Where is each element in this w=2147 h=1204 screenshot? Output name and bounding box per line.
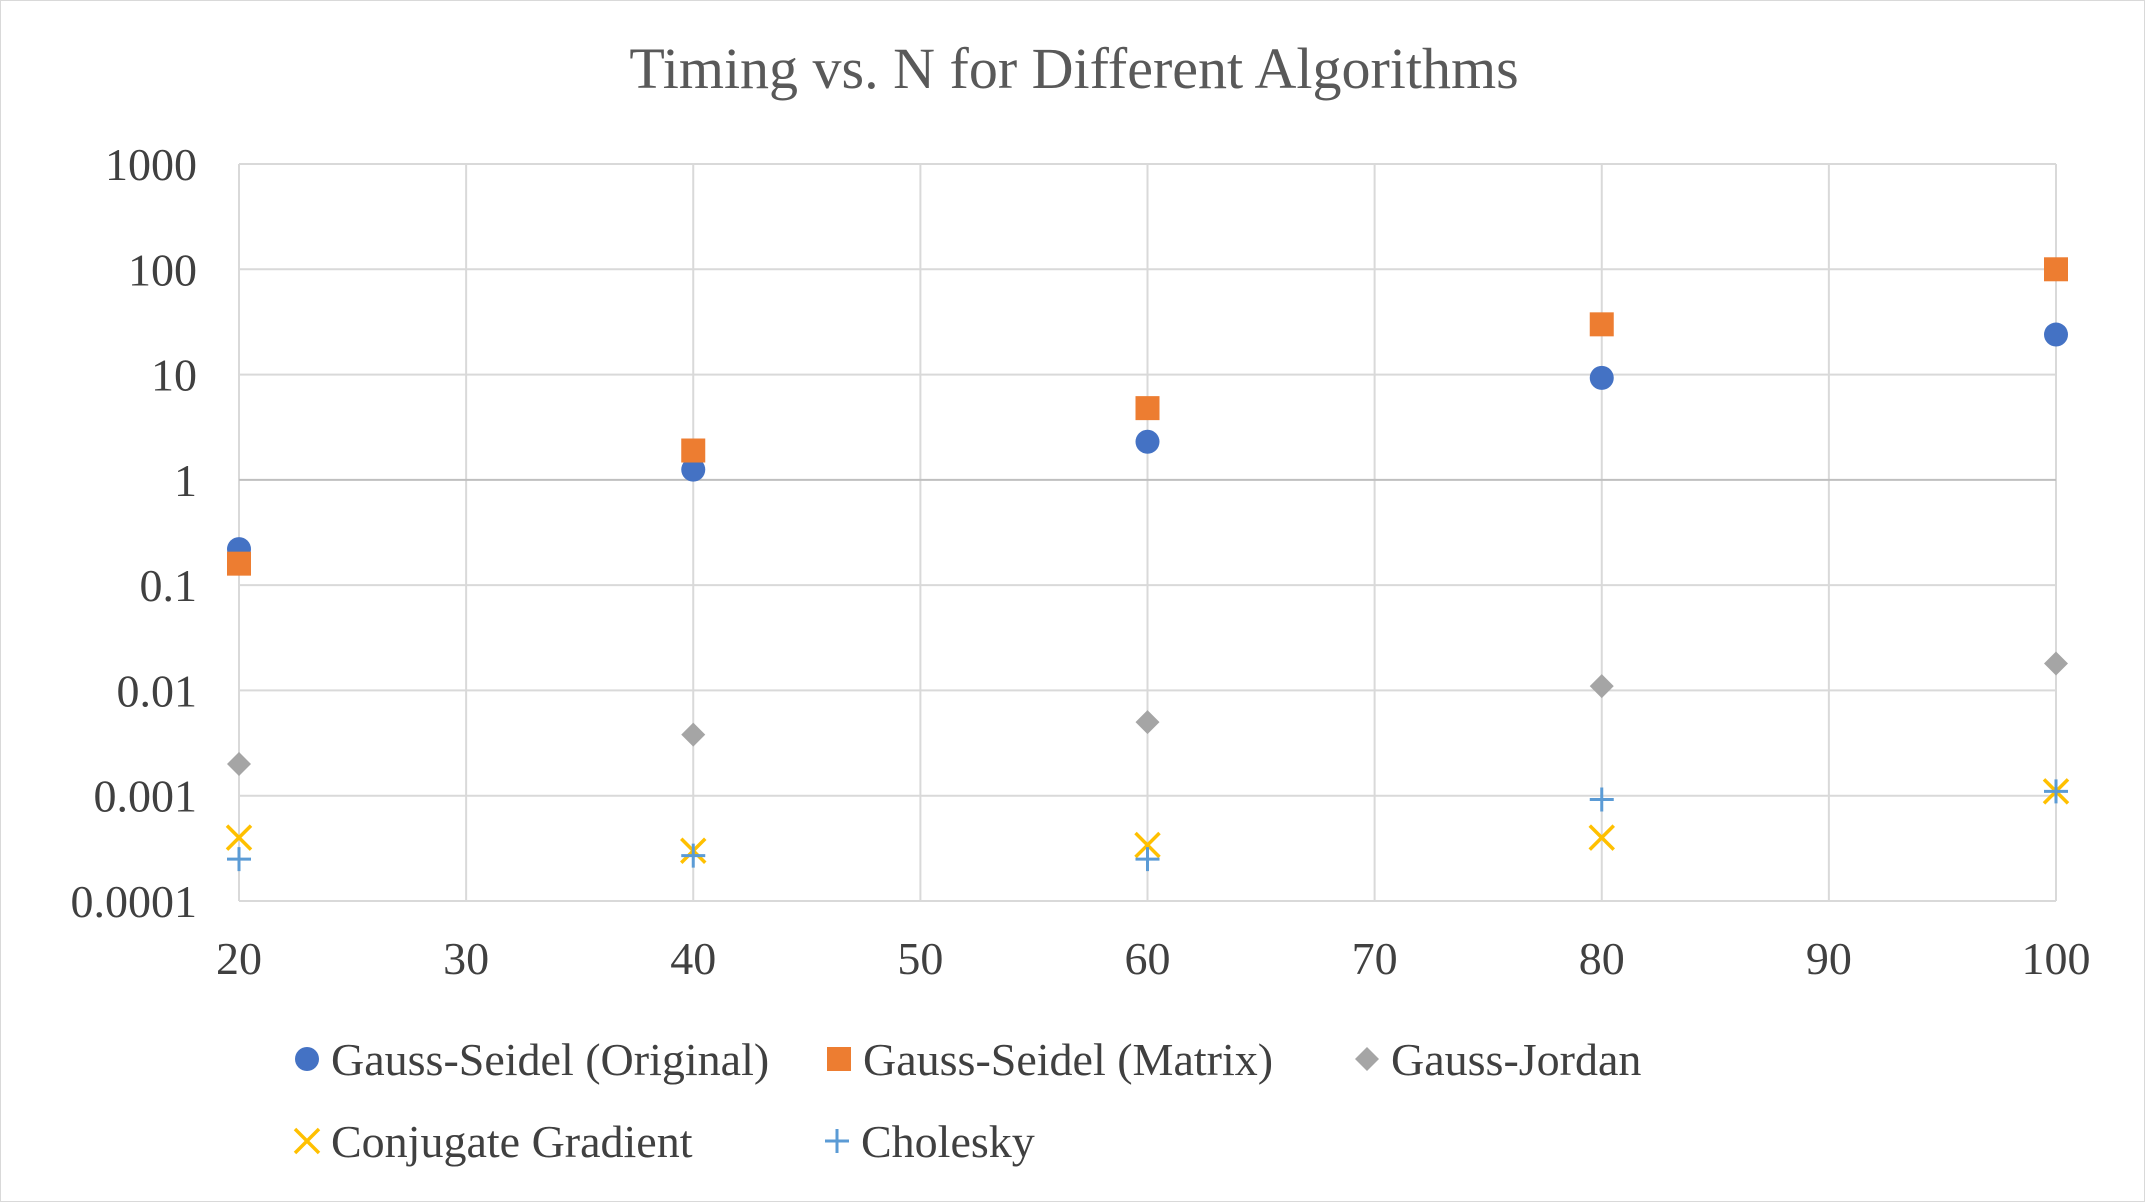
data-point	[227, 551, 251, 576]
y-tick-labels: 1000 100 10 1 0.1 0.01 0.001 0.0001	[71, 139, 198, 927]
data-point	[1135, 429, 1160, 454]
legend-item: Gauss-Seidel (Matrix)	[827, 1034, 1273, 1085]
data-point	[681, 843, 706, 868]
data-point	[1135, 847, 1160, 872]
legend: Gauss-Seidel (Original) Gauss-Seidel (Mat…	[293, 1034, 1641, 1167]
data-point	[1589, 365, 1614, 390]
legend-marker	[825, 1129, 849, 1153]
x-tick-label: 40	[670, 933, 716, 984]
series-2	[227, 651, 2068, 777]
data-point	[2044, 779, 2068, 804]
y-tick-label: 0.01	[117, 665, 198, 716]
data-point	[1589, 787, 1614, 812]
x-tick-label: 80	[1579, 933, 1625, 984]
x-tick-labels: 20 30 40 50 60 70 80 90 100	[216, 933, 2091, 984]
legend-marker	[295, 1047, 319, 1071]
y-tick-label: 0.0001	[71, 876, 198, 927]
legend-label: Gauss-Seidel (Matrix)	[863, 1034, 1273, 1085]
x-tick-label: 90	[1806, 933, 1852, 984]
y-tick-label: 1000	[105, 139, 197, 190]
data-point	[2044, 322, 2068, 347]
data-point	[681, 457, 706, 482]
legend-marker	[827, 1047, 851, 1071]
y-tick-label: 0.1	[140, 560, 198, 611]
x-tick-label: 70	[1352, 933, 1398, 984]
legend-label: Gauss-Seidel (Original)	[331, 1034, 769, 1085]
grid-layer	[238, 163, 2057, 902]
y-tick-label: 1	[174, 455, 197, 506]
y-tick-label: 100	[128, 244, 197, 295]
data-point	[1588, 824, 1615, 851]
legend-label: Cholesky	[861, 1116, 1035, 1167]
legend-marker	[293, 1127, 321, 1155]
legend-marker	[1355, 1047, 1379, 1071]
data-point	[1589, 312, 1614, 337]
x-tick-label: 30	[443, 933, 489, 984]
x-tick-label: 60	[1125, 933, 1171, 984]
x-tick-label: 50	[897, 933, 943, 984]
data-point	[225, 824, 253, 851]
data-point	[1135, 710, 1160, 735]
data-point	[227, 847, 251, 872]
x-tick-label: 20	[216, 933, 262, 984]
series-4	[227, 779, 2068, 872]
legend-item: Gauss-Seidel (Original)	[295, 1034, 769, 1085]
legend-item: Conjugate Gradient	[293, 1116, 693, 1167]
data-point	[2044, 651, 2068, 676]
legend-item: Cholesky	[825, 1116, 1035, 1167]
data-point	[1135, 396, 1160, 421]
data-point	[1134, 831, 1161, 859]
legend-item: Gauss-Jordan	[1355, 1034, 1641, 1085]
y-tick-label: 10	[151, 350, 197, 401]
series-layer	[225, 257, 2070, 872]
data-point	[681, 438, 706, 463]
data-point	[1589, 674, 1614, 699]
series-1	[227, 257, 2068, 576]
data-point	[227, 752, 251, 777]
x-tick-label: 100	[2022, 933, 2091, 984]
y-tick-label: 0.001	[94, 771, 198, 822]
data-point	[681, 722, 706, 747]
legend-label: Gauss-Jordan	[1391, 1034, 1641, 1085]
chart-title: Timing vs. N for Different Algorithms	[629, 36, 1518, 101]
data-point	[2044, 257, 2068, 282]
legend-label: Conjugate Gradient	[331, 1116, 693, 1167]
